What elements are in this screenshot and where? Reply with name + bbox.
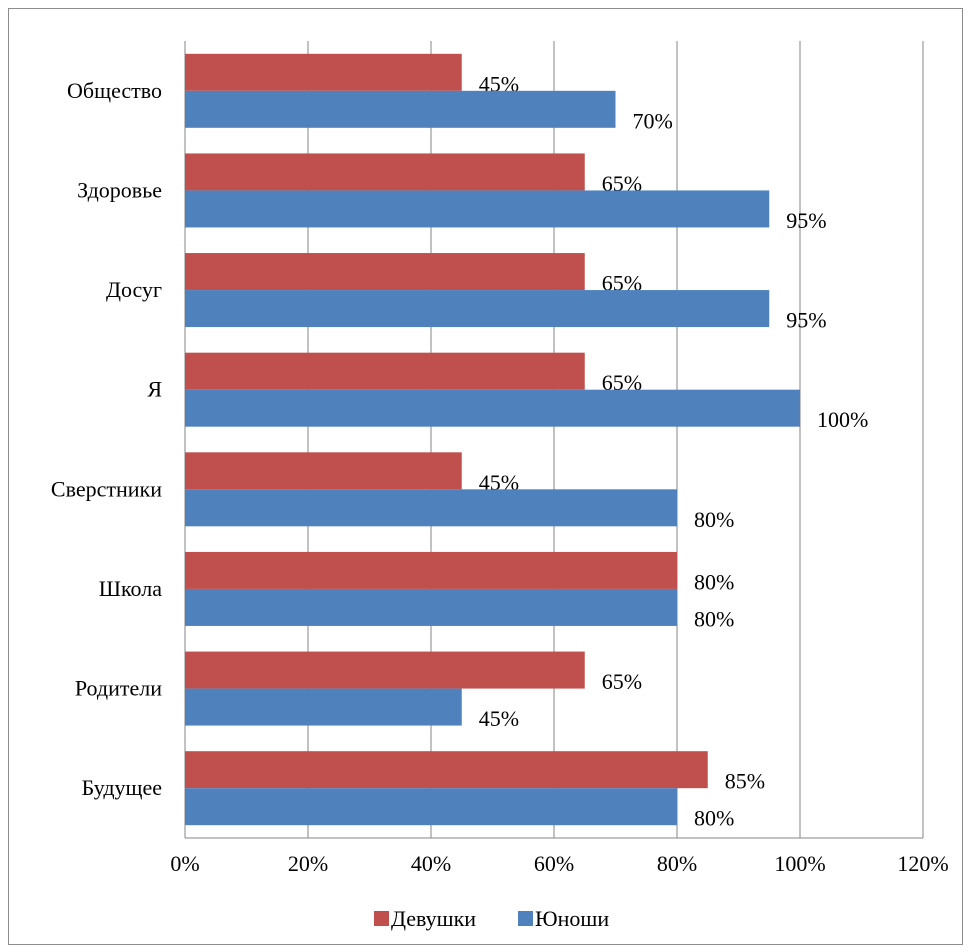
data-label: 80% (694, 806, 734, 831)
data-label: 65% (602, 669, 642, 694)
data-label: 95% (786, 308, 826, 333)
bar-yunoshi (185, 90, 616, 128)
category-label: Общество (67, 78, 162, 103)
x-tick-label: 120% (897, 851, 948, 876)
data-label: 80% (694, 507, 734, 532)
category-label: Родители (75, 676, 162, 701)
data-label: 80% (694, 569, 734, 594)
bar-devushki (185, 352, 585, 390)
bar-devushki (185, 651, 585, 689)
bar-devushki (185, 153, 585, 191)
category-label: Будущее (82, 775, 162, 800)
legend-swatch (374, 911, 389, 926)
category-label: Здоровье (77, 177, 162, 202)
bar-yunoshi (185, 290, 770, 328)
category-label: Школа (99, 576, 162, 601)
bar-yunoshi (185, 588, 677, 626)
data-label: 95% (786, 208, 826, 233)
bar-yunoshi (185, 688, 462, 726)
data-label: 85% (725, 769, 765, 794)
bar-devushki (185, 253, 585, 291)
bar-devushki (185, 452, 462, 490)
x-tick-label: 80% (657, 851, 697, 876)
data-label: 70% (633, 108, 673, 133)
data-label: 80% (694, 606, 734, 631)
legend-swatch (518, 911, 533, 926)
bar-yunoshi (185, 389, 800, 427)
x-tick-label: 0% (170, 851, 199, 876)
bar-yunoshi (185, 489, 677, 527)
x-tick-label: 60% (534, 851, 574, 876)
x-tick-label: 40% (411, 851, 451, 876)
legend-label: Юноши (535, 906, 609, 931)
category-label: Досуг (106, 277, 162, 302)
bar-devushki (185, 551, 677, 589)
category-label: Сверстники (51, 476, 162, 501)
category-label: Я (147, 377, 162, 402)
bar-devushki (185, 53, 462, 91)
data-label: 100% (817, 407, 868, 432)
bar-yunoshi (185, 190, 770, 228)
x-tick-label: 100% (774, 851, 825, 876)
bar-devushki (185, 751, 708, 789)
x-tick-label: 20% (288, 851, 328, 876)
data-label: 45% (479, 706, 519, 731)
bar-yunoshi (185, 788, 677, 826)
legend-label: Девушки (391, 906, 476, 931)
